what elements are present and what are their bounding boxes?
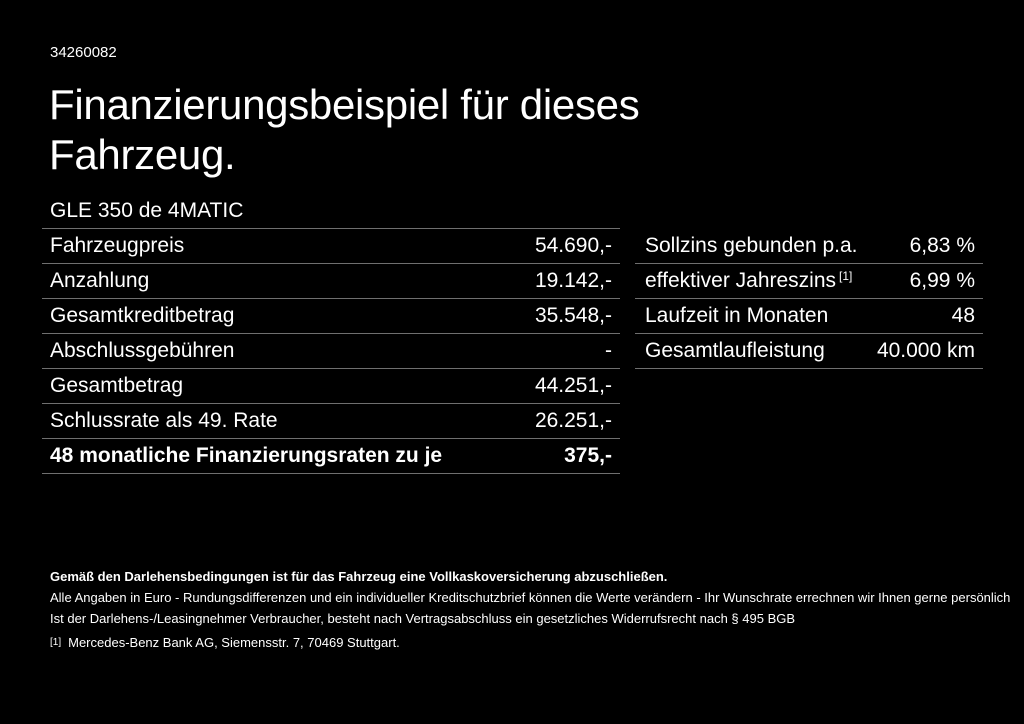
financing-table: Fahrzeugpreis 54.690,- Anzahlung 19.142,… <box>42 228 620 474</box>
row-label: effektiver Jahreszins [1] <box>645 269 853 292</box>
insurance-note: Gemäß den Darlehensbedingungen ist für d… <box>50 569 668 584</box>
row-value: 35.548,- <box>534 304 612 327</box>
row-label: Gesamtkreditbetrag <box>50 304 235 327</box>
page-title: Finanzierungsbeispiel für dieses Fahrzeu… <box>49 80 640 180</box>
table-row-gesamtkreditbetrag: Gesamtkreditbetrag 35.548,- <box>42 299 620 334</box>
conditions-table: Sollzins gebunden p.a. 6,83 % effektiver… <box>635 229 983 369</box>
table-row-monatsrate: 48 monatliche Finanzierungsraten zu je 3… <box>42 439 620 474</box>
disclaimer-line1: Alle Angaben in Euro - Rundungsdifferenz… <box>50 590 1011 605</box>
row-value: 48 <box>951 304 975 327</box>
row-value: 40.000 km <box>876 339 975 362</box>
footnote-text: Mercedes-Benz Bank AG, Siemensstr. 7, 70… <box>68 635 400 650</box>
disclaimer-line2: Ist der Darlehens-/Leasingnehmer Verbrau… <box>50 611 796 626</box>
row-label: Schlussrate als 49. Rate <box>50 409 278 432</box>
row-label: Gesamtlaufleistung <box>645 339 825 362</box>
table-row-fahrzeugpreis: Fahrzeugpreis 54.690,- <box>42 229 620 264</box>
row-label: Laufzeit in Monaten <box>645 304 829 327</box>
legal-footer: Gemäß den Darlehensbedingungen ist für d… <box>50 566 1010 629</box>
table-row-abschlussgebuehren: Abschlussgebühren - <box>42 334 620 369</box>
table-row-schlussrate: Schlussrate als 49. Rate 26.251,- <box>42 404 620 439</box>
row-value: 375,- <box>564 444 612 467</box>
footnote-marker: [1] <box>50 637 62 648</box>
row-label: 48 monatliche Finanzierungsraten zu je <box>50 444 443 467</box>
table-row-gesamtbetrag: Gesamtbetrag 44.251,- <box>42 369 620 404</box>
document-number: 34260082 <box>50 44 117 61</box>
row-value: 6,99 % <box>909 269 975 292</box>
vehicle-model: GLE 350 de 4MATIC <box>50 199 244 222</box>
row-value: 54.690,- <box>534 234 612 257</box>
table-row-sollzins: Sollzins gebunden p.a. 6,83 % <box>635 229 983 264</box>
row-label: Gesamtbetrag <box>50 374 184 397</box>
page-title-line2: Fahrzeug. <box>49 131 236 178</box>
table-row-effektiver-jahreszins: effektiver Jahreszins [1] 6,99 % <box>635 264 983 299</box>
page-title-line1: Finanzierungsbeispiel für dieses <box>49 81 640 128</box>
row-label: Fahrzeugpreis <box>50 234 185 257</box>
footnote-reference: [1] <box>839 269 853 283</box>
row-value: 6,83 % <box>909 234 975 257</box>
row-label: Anzahlung <box>50 269 150 292</box>
row-value: 26.251,- <box>534 409 612 432</box>
row-value: 19.142,- <box>534 269 612 292</box>
table-row-laufzeit: Laufzeit in Monaten 48 <box>635 299 983 334</box>
bank-footnote: [1] Mercedes-Benz Bank AG, Siemensstr. 7,… <box>50 634 400 654</box>
row-value: - <box>605 339 612 362</box>
row-value: 44.251,- <box>534 374 612 397</box>
row-label: Abschlussgebühren <box>50 339 235 362</box>
table-row-anzahlung: Anzahlung 19.142,- <box>42 264 620 299</box>
row-label: Sollzins gebunden p.a. <box>645 234 858 257</box>
table-row-gesamtlaufleistung: Gesamtlaufleistung 40.000 km <box>635 334 983 369</box>
